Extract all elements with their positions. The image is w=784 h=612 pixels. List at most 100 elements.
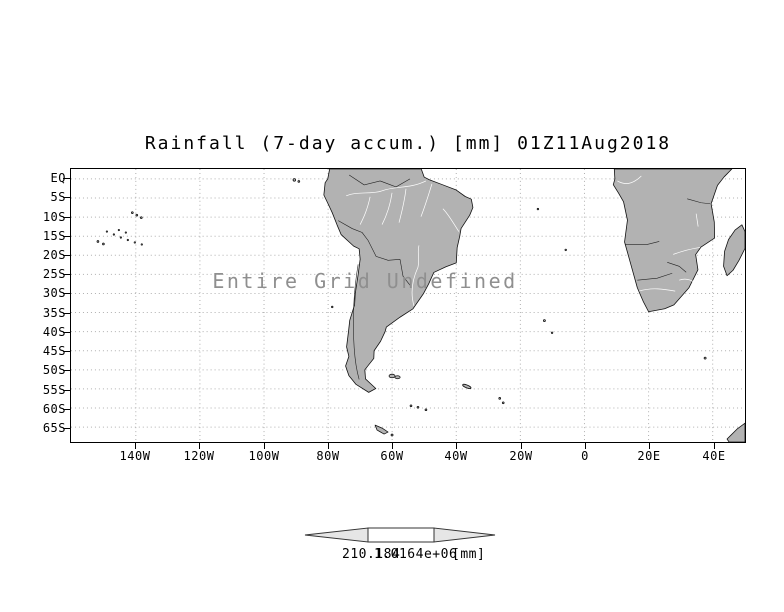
lat-label-20s: 20S	[42, 248, 66, 262]
lat-tick	[63, 313, 70, 314]
rivers	[346, 175, 701, 307]
galapagos-island	[292, 178, 297, 182]
lat-label-30s: 30S	[42, 286, 66, 300]
colorbar-svg	[304, 527, 496, 543]
pacific-island	[124, 231, 127, 234]
lat-label-eq: EQ	[50, 171, 66, 185]
lat-label-45s: 45S	[42, 344, 66, 358]
pacific-island	[126, 238, 129, 242]
island-speck	[416, 405, 420, 409]
lon-tick	[714, 443, 715, 449]
island-speck	[409, 404, 413, 408]
lon-label-20e: 20E	[637, 449, 661, 463]
lon-label-120w: 120W	[183, 449, 215, 463]
map-plot-area	[70, 168, 746, 443]
pacific-island	[140, 243, 143, 246]
lon-tick	[585, 443, 586, 449]
pacific-island	[117, 228, 120, 232]
lat-label-55s: 55S	[42, 383, 66, 397]
colorbar-min-label: 210.184	[342, 547, 401, 562]
lat-tick	[63, 236, 70, 237]
lat-label-10s: 10S	[42, 210, 66, 224]
island-speck	[424, 408, 428, 412]
island-speck	[501, 401, 505, 405]
lat-tick	[63, 390, 70, 391]
lon-tick	[199, 443, 200, 449]
lon-tick	[264, 443, 265, 449]
atlantic-island	[550, 331, 554, 334]
lon-tick	[328, 443, 329, 449]
lat-tick	[63, 351, 70, 352]
colorbar-left-arrow	[304, 527, 369, 543]
pacific-island	[112, 233, 115, 236]
island-speck	[498, 397, 502, 400]
lon-label-80w: 80W	[316, 449, 340, 463]
lon-tick	[392, 443, 393, 449]
lat-label-50s: 50S	[42, 363, 66, 377]
lat-label-40s: 40S	[42, 325, 66, 339]
antarctic-peninsula-islands	[374, 424, 389, 435]
lat-label-5s: 5S	[50, 190, 66, 204]
lat-tick	[63, 332, 70, 333]
madagascar-landmass	[723, 224, 745, 277]
pacific-island	[96, 240, 100, 243]
map-svg	[71, 169, 745, 442]
lat-label-15s: 15S	[42, 229, 66, 243]
atlantic-island	[536, 207, 540, 211]
pacific-island	[131, 211, 134, 214]
lon-label-140w: 140W	[119, 449, 151, 463]
pacific-island	[139, 216, 143, 219]
lon-tick	[456, 443, 457, 449]
indian-ocean-island	[703, 356, 707, 360]
lon-label-40e: 40E	[702, 449, 726, 463]
atlantic-island	[564, 248, 567, 252]
lon-label-60w: 60W	[380, 449, 404, 463]
undefined-grid-message: Entire Grid Undefined	[212, 269, 518, 293]
galapagos-island	[297, 180, 301, 183]
plot-title: Rainfall (7-day accum.) [mm] 01Z11Aug201…	[144, 133, 672, 154]
lat-label-65s: 65S	[42, 421, 66, 435]
lon-label-40w: 40W	[444, 449, 468, 463]
colorbar-units-label: [mm]	[452, 547, 486, 562]
lon-label-100w: 100W	[248, 449, 280, 463]
lat-label-25s: 25S	[42, 267, 66, 281]
lat-tick	[63, 178, 70, 179]
antarctica-coast	[726, 422, 745, 442]
grid-lines	[71, 169, 745, 442]
landmasses	[96, 169, 745, 442]
lat-tick	[63, 409, 70, 410]
lon-tick	[521, 443, 522, 449]
colorbar-right-arrow	[433, 527, 496, 543]
colorbar-segment	[367, 527, 435, 543]
atlantic-island	[542, 319, 546, 322]
colorbar-max-label: 1.0164e+06	[374, 547, 458, 562]
lat-tick	[63, 370, 70, 371]
pacific-island	[105, 230, 108, 233]
lon-tick	[649, 443, 650, 449]
pacific-island	[135, 213, 139, 217]
south-georgia-island	[462, 383, 472, 389]
country-borders	[338, 174, 711, 380]
south-america-landmass	[323, 169, 474, 393]
lon-label-20w: 20W	[509, 449, 533, 463]
southern-africa-landmass	[612, 169, 733, 313]
lat-tick	[63, 217, 70, 218]
lat-label-60s: 60S	[42, 402, 66, 416]
falkland-west-island	[388, 373, 396, 379]
lat-tick	[63, 274, 70, 275]
lat-tick	[63, 293, 70, 294]
island-speck	[390, 433, 394, 437]
lat-label-35s: 35S	[42, 306, 66, 320]
juan-fernandez-island	[331, 305, 334, 309]
pacific-island	[102, 242, 105, 246]
pacific-island	[133, 241, 136, 244]
lat-tick	[63, 428, 70, 429]
lon-label-0: 0	[581, 449, 589, 463]
lat-tick	[63, 197, 70, 198]
lat-tick	[63, 255, 70, 256]
colorbar	[300, 526, 500, 544]
lon-tick	[135, 443, 136, 449]
pacific-island	[119, 236, 122, 239]
falkland-east-island	[394, 375, 401, 380]
